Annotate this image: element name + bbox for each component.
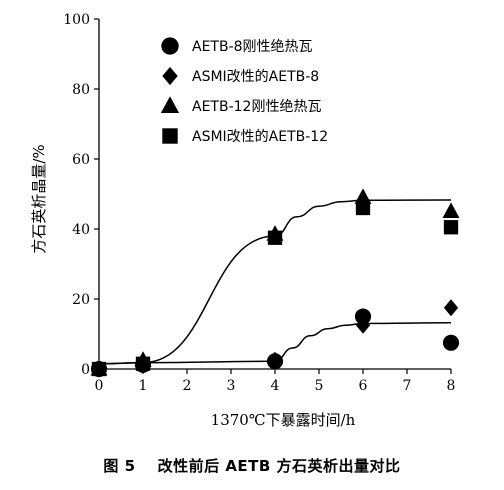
legend-marker-square [162, 128, 178, 144]
data-point-triangle [442, 202, 460, 218]
data-point-square [443, 220, 459, 235]
data-point-diamond [443, 299, 459, 317]
chart: 0 1 2 3 4 5 6 7 80204060801001370℃下暴露时间/h方石英析晶量/… [30, 12, 460, 429]
x-tick-label: 7 [403, 378, 412, 394]
x-tick-label: 2 [183, 378, 192, 394]
data-point-diamond [355, 316, 371, 334]
legend-label: ASMI改性的AETB-8 [192, 69, 319, 85]
x-tick-label: 5 [315, 378, 324, 394]
legend-label: AETB-8刚性绝热瓦 [192, 39, 313, 55]
y-tick-label: 60 [72, 152, 90, 168]
trend-line [98, 199, 452, 365]
legend-marker-triangle [160, 96, 180, 113]
data-point-square [267, 230, 283, 245]
data-point-square [91, 361, 107, 377]
x-tick-label: 0 [95, 378, 104, 394]
x-tick-label: 6 [359, 378, 368, 394]
legend-marker-circle [161, 37, 179, 55]
data-point-triangle [354, 188, 372, 204]
y-tick-label: 100 [63, 12, 90, 28]
figure-caption-text: 改性前后 AETB 方石英析出量对比 [157, 457, 401, 475]
data-point-circle [442, 334, 460, 351]
axes: 0 1 2 3 4 5 6 7 80204060801001370℃下暴露时间/h方石英析晶量/… [30, 12, 455, 429]
y-axis-label: 方石英析晶量/% [30, 144, 48, 253]
legend-label: AETB-12刚性绝热瓦 [192, 99, 321, 115]
y-tick-label: 40 [72, 222, 90, 238]
y-tick-label: 0 [81, 362, 90, 378]
x-tick-label: 4 [271, 378, 280, 394]
x-axis-label: 1370℃下暴露时间/h [211, 411, 356, 429]
x-tick-label: 3 [227, 378, 236, 394]
data-markers [90, 188, 460, 378]
trend-lines [98, 199, 452, 365]
x-tick-label: 8 [447, 378, 456, 394]
legend-label: ASMI改性的AETB-12 [192, 129, 328, 145]
data-point-square [355, 200, 371, 216]
data-point-square [135, 356, 151, 371]
figure-caption: 图 5 改性前后 AETB 方石英析出量对比 [0, 455, 504, 476]
data-point-circle [354, 308, 372, 325]
y-tick-label: 80 [72, 82, 90, 98]
legend: AETB-8刚性绝热瓦 ASMI改性的AETB-8 AETB-12刚性绝热瓦 ASMI… [160, 37, 328, 145]
y-tick-label: 20 [72, 292, 90, 308]
x-tick-label: 1 [139, 378, 148, 394]
legend-marker-diamond [162, 66, 178, 86]
data-point-diamond [267, 351, 283, 369]
figure-number: 图 5 [103, 457, 136, 475]
